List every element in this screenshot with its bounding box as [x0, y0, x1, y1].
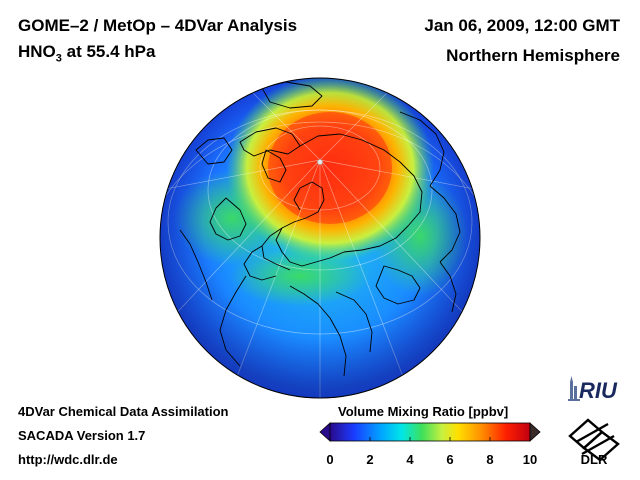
- colorbar-tick-label: 6: [446, 452, 454, 467]
- riu-skyline-icon: [568, 376, 580, 401]
- colorbar-tick-label: 4: [406, 452, 414, 467]
- colorbar-high-arrow: [529, 422, 541, 442]
- species-subscript: 3: [55, 52, 62, 65]
- footer-url: http://wdc.dlr.de: [18, 452, 118, 467]
- riu-logo-text: RIU: [579, 378, 618, 403]
- colorbar-low-arrow: [319, 422, 331, 442]
- colorbar-gradient: [329, 422, 531, 442]
- dlr-emblem-icon: [568, 418, 620, 462]
- map-title: GOME–2 / MetOp – 4DVar Analysis: [18, 16, 298, 35]
- dlr-logo: DLR: [568, 418, 620, 466]
- colorbar-tick-label: 2: [366, 452, 374, 467]
- dlr-logo-text: DLR: [581, 452, 608, 466]
- pressure-level: at 55.4 hPa: [61, 42, 156, 61]
- globe-outline: [159, 77, 481, 399]
- riu-logo: RIU: [568, 376, 618, 403]
- colorbar-tick-label: 10: [522, 452, 538, 467]
- colorbar-title: Volume Mixing Ratio [ppbv]: [338, 404, 509, 419]
- colorbar-tick-label: 8: [486, 452, 494, 467]
- footer-method: 4DVar Chemical Data Assimilation: [18, 404, 229, 419]
- globe-map: [159, 77, 481, 399]
- region-label: Northern Hemisphere: [446, 46, 620, 65]
- species-name: HNO: [18, 42, 56, 61]
- colorbar: [319, 422, 541, 442]
- timestamp-label: Jan 06, 2009, 12:00 GMT: [424, 16, 620, 35]
- colorbar-tick-label: 0: [326, 452, 334, 467]
- colorbar-tick-marks: [329, 437, 531, 441]
- globe-shading: [160, 78, 480, 398]
- footer-version: SACADA Version 1.7: [18, 428, 146, 443]
- species-level-label: HNO3 at 55.4 hPa: [18, 42, 155, 64]
